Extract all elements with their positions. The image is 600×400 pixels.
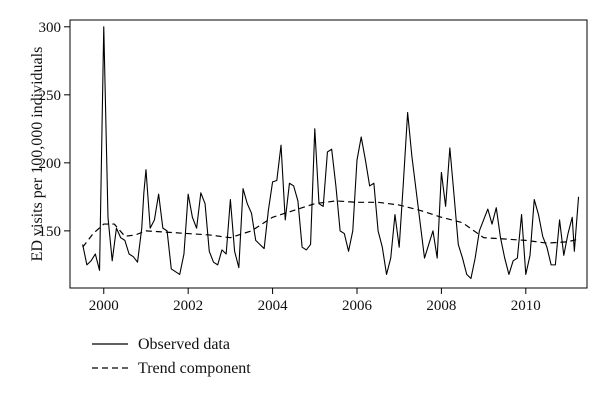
legend: Observed data Trend component: [92, 336, 251, 377]
x-tick-label: 2010: [511, 298, 541, 314]
y-axis: 150 200 250 300: [39, 20, 70, 240]
y-tick-label: 300: [39, 20, 62, 36]
x-tick-label: 2006: [342, 298, 373, 314]
series-layer: [82, 26, 580, 280]
trend-component-line: [82, 200, 579, 248]
x-axis: 2000 2002 2004 2006 2008 2010: [89, 288, 541, 314]
plot-frame: [69, 19, 588, 289]
observed-data-line: [82, 26, 580, 280]
x-tick-label: 2008: [426, 298, 456, 314]
y-tick-label: 200: [39, 156, 62, 172]
y-tick-label: 250: [39, 88, 62, 104]
y-axis-title: ED visits per 100,000 individuals: [29, 47, 46, 262]
legend-label: Observed data: [138, 336, 230, 353]
y-tick-label: 150: [39, 224, 62, 240]
x-tick-label: 2004: [258, 298, 289, 314]
x-tick-label: 2000: [89, 298, 119, 314]
legend-label: Trend component: [138, 360, 251, 377]
x-tick-label: 2002: [173, 298, 203, 314]
